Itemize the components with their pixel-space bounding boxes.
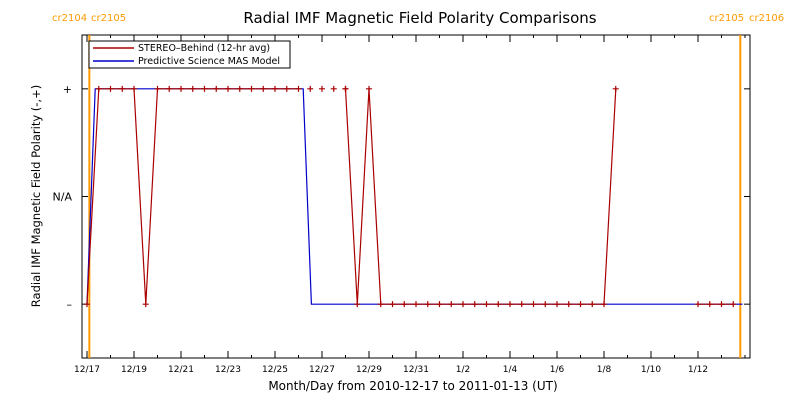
stereo-data-point — [307, 85, 314, 92]
stereo-data-point — [330, 85, 337, 92]
marker-label-cr2106: cr2106 — [749, 13, 784, 24]
stereo-data-point — [530, 301, 537, 308]
stereo-data-point — [518, 301, 525, 308]
y-tick-label: N/A — [53, 191, 73, 204]
y-tick-label: + — [63, 83, 72, 96]
stereo-data-point — [718, 301, 725, 308]
stereo-data-point — [507, 301, 513, 308]
x-tick-label: 1/12 — [688, 365, 708, 375]
marker-label-cr2105-b: cr2105 — [709, 13, 744, 24]
stereo-data-point — [366, 85, 372, 92]
stereo-data-point — [389, 301, 396, 308]
stereo-data-point — [295, 85, 302, 92]
x-tick-label: 1/6 — [550, 365, 565, 375]
stereo-data-point — [577, 301, 584, 308]
stereo-data-point — [495, 301, 502, 308]
x-tick-label: 1/10 — [641, 365, 661, 375]
stereo-data-point — [189, 85, 196, 92]
stereo-data-point — [119, 85, 126, 92]
chart-title: Radial IMF Magnetic Field Polarity Compa… — [243, 9, 596, 27]
x-axis: 12/17 12/19 12/21 12/23 12/25 12/27 12/29 12/31… — [74, 35, 746, 375]
stereo-data-point — [401, 301, 408, 308]
stereo-data-point — [542, 301, 549, 308]
stereo-data-point — [178, 85, 184, 92]
x-tick-label: 1/2 — [456, 365, 470, 375]
stereo-data-point — [201, 85, 208, 92]
marker-label-cr2104: cr2104 — [52, 13, 87, 24]
stereo-data-point — [706, 301, 713, 308]
stereo-data-point — [554, 301, 560, 308]
x-tick-label: 12/31 — [403, 365, 429, 375]
legend: STEREO–Behind (12-hr avg) Predictive Sci… — [88, 40, 291, 69]
stereo-data-point — [601, 301, 607, 308]
y-axis: + N/A – — [53, 83, 750, 311]
stereo-data-point — [272, 85, 278, 92]
stereo-data-point — [377, 301, 384, 308]
stereo-data-point — [236, 85, 243, 92]
x-axis-label: Month/Day from 2010-12-17 to 2011-01-13 … — [268, 379, 557, 393]
stereo-data-point — [131, 85, 137, 92]
marker-label-cr2105-a: cr2105 — [91, 13, 126, 24]
stereo-data-point — [248, 85, 255, 92]
stereo-data-point — [342, 85, 349, 92]
stereo-data-point — [424, 301, 431, 308]
x-tick-label: 1/8 — [597, 365, 612, 375]
legend-label-stereo: STEREO–Behind (12-hr avg) — [138, 43, 270, 54]
x-tick-label: 12/27 — [309, 365, 335, 375]
stereo-data-point — [260, 85, 267, 92]
legend-label-model: Predictive Science MAS Model — [138, 56, 280, 67]
stereo-data-point — [84, 301, 90, 308]
stereo-data-point — [95, 85, 102, 92]
y-axis-label: Radial IMF Magnetic Field Polarity (-,+) — [29, 85, 43, 307]
x-tick-label: 12/29 — [356, 365, 382, 375]
stereo-data-point — [225, 85, 231, 92]
stereo-data-point — [213, 85, 220, 92]
x-tick-label: 12/17 — [74, 365, 100, 375]
stereo-data-point — [354, 301, 361, 308]
stereo-data-point — [612, 85, 619, 92]
stereo-data-point — [154, 85, 161, 92]
series-layer — [84, 85, 743, 308]
stereo-data-point — [166, 85, 173, 92]
x-tick-label: 12/23 — [215, 365, 241, 375]
stereo-data-point — [413, 301, 419, 308]
stereo-data-point — [589, 301, 596, 308]
legend-box — [88, 40, 291, 69]
y-tick-label: – — [67, 298, 73, 311]
x-tick-label: 12/25 — [262, 365, 288, 375]
stereo-data-point — [319, 85, 325, 92]
x-tick-label: 12/21 — [168, 365, 194, 375]
stereo-data-point — [565, 301, 572, 308]
stereo-data-point — [436, 301, 443, 308]
stereo-data-point — [730, 301, 737, 308]
stereo-data-point — [460, 301, 466, 308]
x-tick-label: 12/19 — [121, 365, 147, 375]
stereo-data-point — [471, 301, 478, 308]
stereo-data-point — [283, 85, 290, 92]
stereo-data-point — [483, 301, 490, 308]
stereo-data-point — [107, 85, 114, 92]
stereo-data-point — [448, 301, 455, 308]
x-tick-label: 1/4 — [503, 365, 518, 375]
stereo-data-point — [695, 301, 701, 308]
stereo-data-point — [142, 301, 149, 308]
